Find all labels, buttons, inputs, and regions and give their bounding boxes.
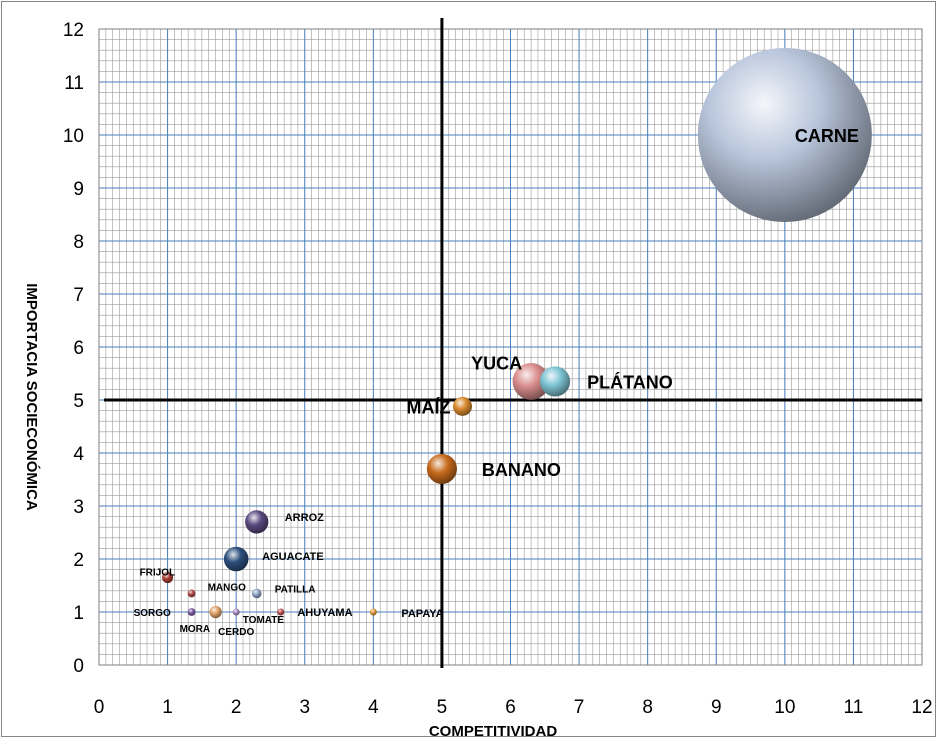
y-tick-label: 5 <box>73 391 84 412</box>
y-tick-label: 4 <box>73 444 84 465</box>
bubble-aguacate <box>223 546 249 572</box>
y-tick-label: 3 <box>73 497 84 518</box>
bubble-label: FRIJOL <box>140 568 176 579</box>
x-tick-label: 1 <box>162 697 173 718</box>
x-tick-label: 7 <box>574 697 585 718</box>
x-tick-label: 6 <box>505 697 516 718</box>
bubble-label: AGUACATE <box>262 551 324 563</box>
bubble-mora <box>209 605 222 619</box>
bubble-label: SORGO <box>134 608 171 619</box>
y-tick-label: 1 <box>73 603 84 624</box>
bubble-label: PATILLA <box>275 584 316 595</box>
bubble-cerdo <box>232 608 240 616</box>
x-tick-label: 12 <box>911 697 932 718</box>
y-tick-label: 10 <box>63 126 84 147</box>
bubble-ahuyama <box>369 608 377 616</box>
quadrant-lines <box>104 18 922 668</box>
y-tick-label: 2 <box>73 550 84 571</box>
bubble-labels: CARNE YUCA PLÁTANO MAÍZ BANANO ARROZ AGUACATE F… <box>134 126 859 638</box>
bubbles <box>162 48 872 619</box>
x-tick-label: 5 <box>437 697 448 718</box>
bubble-label: MANGO <box>208 582 247 593</box>
bubble-label: CERDO <box>218 627 254 638</box>
x-axis-title: COMPETITIVIDAD <box>429 723 558 740</box>
bubble-label: PLÁTANO <box>587 371 673 392</box>
bubble-sorgo <box>187 608 196 616</box>
bubble-yuca <box>512 362 550 400</box>
bubble-label: TOMATE <box>243 615 285 626</box>
y-tick-label: 6 <box>73 338 84 359</box>
bubble-tomate <box>277 608 285 616</box>
bubble-label: YUCA <box>471 353 522 373</box>
bubble-label: MAÍZ <box>406 396 450 417</box>
bubble-label: CARNE <box>795 126 859 146</box>
x-tick-label: 10 <box>774 697 795 718</box>
y-tick-label: 9 <box>73 179 84 200</box>
y-axis-title: IMPORTACIA SOCIECONÓMICA <box>23 283 41 511</box>
plot-area-border <box>98 28 923 666</box>
bubble-patilla <box>251 588 262 599</box>
y-tick-label: 7 <box>73 285 84 306</box>
bubble-label: MORA <box>180 624 211 635</box>
y-tick-label: 12 <box>63 20 84 41</box>
bubble-label: BANANO <box>482 460 561 480</box>
y-tick-label: 11 <box>64 73 84 94</box>
bubble-plátano <box>540 366 571 397</box>
bubble-frijol <box>162 572 174 584</box>
x-tick-label: 9 <box>711 697 722 718</box>
bubble-label: AHUYAMA <box>297 607 352 619</box>
bubble-carne <box>697 48 872 222</box>
x-tick-label: 8 <box>642 697 653 718</box>
bubble-banano <box>426 453 457 484</box>
bubble-label: ARROZ <box>285 512 324 524</box>
x-tick-label: 11 <box>844 697 864 718</box>
x-tick-label: 3 <box>299 697 310 718</box>
x-tick-labels: 0 1 2 3 4 5 6 7 8 9 10 11 12 <box>94 697 933 718</box>
x-tick-label: 4 <box>368 697 379 718</box>
plot-border <box>98 28 923 666</box>
bubble-mango <box>187 589 196 598</box>
bubble-label: PAPAYA <box>401 608 443 620</box>
x-tick-label: 2 <box>231 697 242 718</box>
bubble-arroz <box>245 510 269 534</box>
bubble-maíz <box>452 396 473 416</box>
x-tick-label: 0 <box>94 697 105 718</box>
y-tick-label: 0 <box>73 656 84 677</box>
y-tick-label: 8 <box>73 232 84 253</box>
